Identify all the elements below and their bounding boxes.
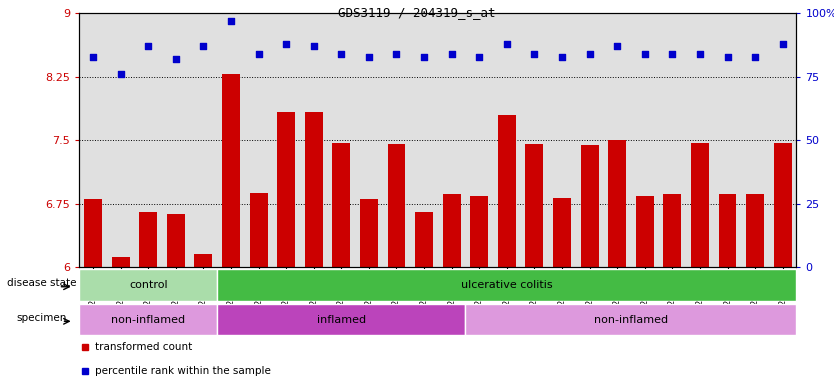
Bar	[249, 192, 268, 267]
Point	[473, 53, 486, 60]
Bar	[304, 112, 323, 267]
Bar	[194, 254, 213, 267]
Bar	[465, 304, 796, 335]
Point	[417, 53, 430, 60]
Bar	[553, 199, 571, 267]
Point	[197, 43, 210, 50]
Bar	[332, 143, 350, 267]
Bar	[580, 145, 599, 267]
Text: inflamed: inflamed	[317, 314, 366, 325]
Bar	[84, 199, 102, 267]
Text: GDS3119 / 204319_s_at: GDS3119 / 204319_s_at	[339, 6, 495, 19]
Bar	[79, 270, 217, 301]
Point	[500, 41, 514, 47]
Point	[252, 51, 265, 57]
Point	[362, 53, 375, 60]
Point	[528, 51, 541, 57]
Point	[334, 51, 348, 57]
Bar	[636, 196, 654, 267]
Bar	[79, 304, 217, 335]
Text: non-inflamed: non-inflamed	[594, 314, 668, 325]
Bar	[663, 194, 681, 267]
Point	[389, 51, 403, 57]
Bar	[470, 196, 488, 267]
Point	[142, 43, 155, 50]
Bar	[415, 212, 433, 267]
Bar	[525, 144, 544, 267]
Bar	[608, 140, 626, 267]
Bar	[139, 212, 157, 267]
Text: control: control	[129, 280, 168, 290]
Point	[583, 51, 596, 57]
Bar	[360, 199, 378, 267]
Bar	[217, 304, 465, 335]
Point	[693, 51, 706, 57]
Point	[555, 53, 569, 60]
Point	[638, 51, 651, 57]
Bar	[388, 144, 405, 267]
Bar	[774, 143, 791, 267]
Text: specimen: specimen	[16, 313, 67, 323]
Text: ulcerative colitis: ulcerative colitis	[461, 280, 553, 290]
Bar	[691, 143, 709, 267]
Point	[445, 51, 459, 57]
Bar	[167, 214, 185, 267]
Bar	[112, 257, 129, 267]
Bar	[222, 74, 240, 267]
Point	[748, 53, 761, 60]
Point	[307, 43, 320, 50]
Bar	[217, 270, 796, 301]
Point	[776, 41, 789, 47]
Point	[666, 51, 679, 57]
Point	[279, 41, 293, 47]
Text: non-inflamed: non-inflamed	[111, 314, 185, 325]
Point	[721, 53, 734, 60]
Point	[87, 53, 100, 60]
Point	[610, 43, 624, 50]
Bar	[277, 112, 295, 267]
Text: disease state: disease state	[7, 278, 76, 288]
Text: transformed count: transformed count	[95, 342, 193, 352]
Point	[224, 18, 238, 24]
Point	[169, 56, 183, 62]
Bar	[443, 194, 460, 267]
Point	[114, 71, 128, 77]
Bar	[719, 194, 736, 267]
Bar	[746, 194, 764, 267]
Text: percentile rank within the sample: percentile rank within the sample	[95, 366, 271, 376]
Bar	[498, 115, 515, 267]
